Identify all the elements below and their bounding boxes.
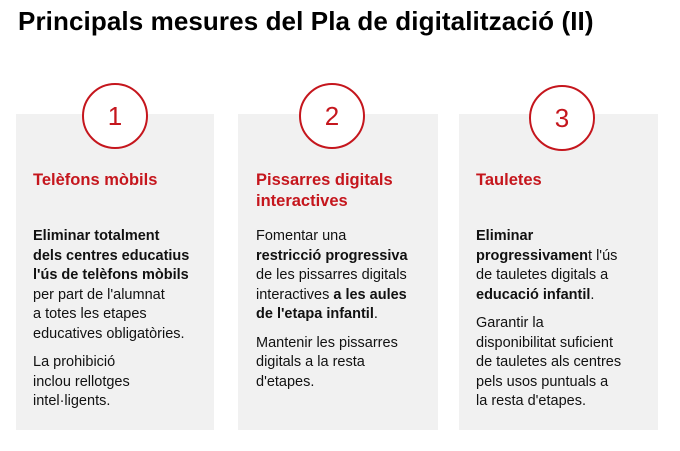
measure-card-tablets: [459, 114, 658, 430]
body-line: .: [373, 306, 378, 322]
body-line: progressivamen: [476, 247, 589, 264]
body-line: per part de l'alumnat: [33, 286, 165, 303]
number-badge-3: 3: [529, 85, 595, 151]
card-body-tablets: Eliminar progressivament l'ús de taulete…: [476, 227, 654, 412]
card-paragraph: La prohibició inclou rellotges intel·lig…: [33, 353, 213, 412]
number-badge-2: 2: [299, 83, 365, 149]
body-line: Eliminar totalment: [33, 228, 160, 244]
card-paragraph: Mantenir les pissarres digitals a la res…: [256, 334, 438, 393]
body-line: de tauletes als centres: [476, 354, 622, 370]
body-line: a totes les etapes: [33, 306, 147, 322]
card-heading-whiteboards: Pissarres digitals interactives: [256, 171, 393, 210]
body-line: de tauletes digitals a: [476, 267, 609, 283]
body-line: Mantenir les pissarres: [256, 334, 398, 351]
card-heading-tablets: Tauletes: [476, 171, 542, 189]
body-line: educació infantil: [476, 286, 591, 303]
body-line: inclou rellotges: [33, 373, 130, 390]
card-heading-mobiles: Telèfons mòbils: [33, 171, 158, 189]
body-line: intel·ligents.: [33, 393, 111, 409]
body-line: la resta d'etapes.: [476, 393, 586, 409]
body-line: t l'ús: [588, 247, 618, 264]
body-line: disponibilitat suficient: [476, 334, 614, 351]
body-line: La prohibició: [33, 354, 116, 370]
body-line: l'ús de telèfons mòbils: [33, 267, 189, 283]
card-body-whiteboards: Fomentar una restricció progressiva de l…: [256, 227, 438, 392]
measure-card-whiteboards: [238, 114, 438, 430]
card-paragraph: Fomentar una restricció progressiva de l…: [256, 227, 438, 325]
card-paragraph: Eliminar totalment dels centres educatiu…: [33, 227, 213, 344]
number-badge-1: 1: [82, 83, 148, 149]
card-paragraph: Eliminar progressivament l'ús de taulete…: [476, 227, 654, 305]
body-line: interactives: [256, 286, 330, 303]
body-line: digitals a la resta: [256, 354, 365, 370]
measure-card-mobiles: [16, 114, 214, 430]
body-line: restricció progressiva: [256, 247, 408, 264]
body-line: Fomentar una: [256, 228, 347, 244]
body-line: dels centres educatius: [33, 247, 190, 264]
body-line: .: [590, 286, 595, 303]
card-body-mobiles: Eliminar totalment dels centres educatiu…: [33, 227, 213, 412]
body-line: a les aules: [333, 286, 407, 303]
body-line: d'etapes.: [256, 373, 315, 390]
card-paragraph: Garantir la disponibilitat suficient de …: [476, 314, 654, 412]
page-title: Principals mesures del Pla de digitalitz…: [18, 6, 594, 36]
body-line: pels usos puntuals a: [476, 373, 609, 390]
body-line: de l'etapa infantil: [256, 306, 374, 322]
body-line: educatives obligatòries.: [33, 325, 185, 342]
body-line: Garantir la: [476, 315, 544, 331]
body-line: de les pissarres digitals: [256, 267, 407, 283]
body-line: Eliminar: [476, 228, 534, 244]
